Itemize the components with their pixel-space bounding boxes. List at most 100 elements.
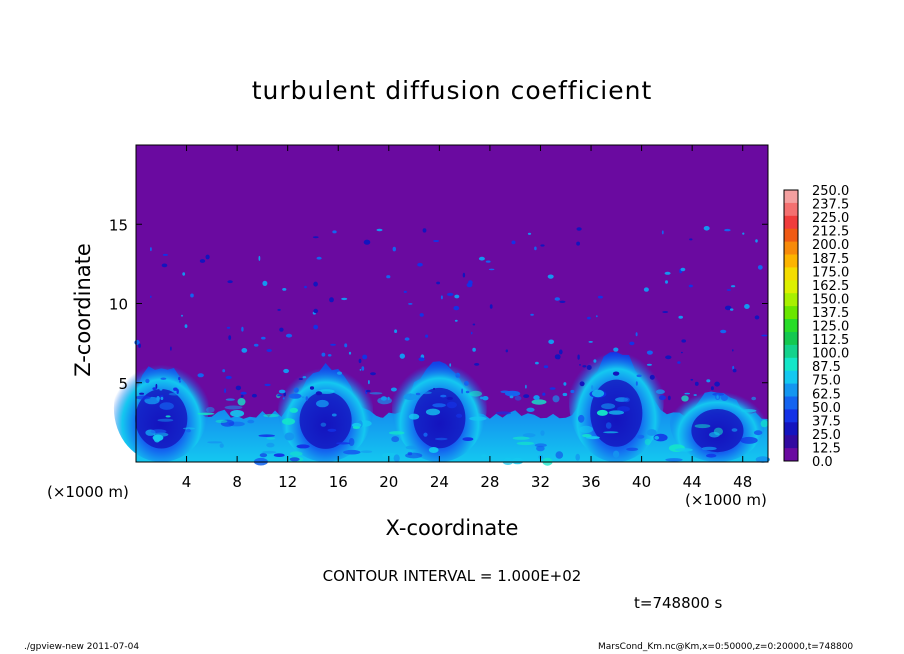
speckle: [266, 349, 272, 352]
speckle: [629, 341, 635, 346]
speckle: [399, 353, 405, 359]
turbulent-streak: [646, 429, 657, 436]
turbulent-streak: [495, 411, 512, 415]
speckle: [694, 381, 699, 386]
speckle: [419, 313, 424, 317]
turbulence-speckles: [134, 226, 768, 401]
speckle: [665, 280, 668, 284]
chart-title: turbulent diffusion coefficient: [251, 76, 653, 105]
speckle: [173, 387, 178, 391]
x-tick-label: 24: [430, 473, 449, 491]
turbulent-streak: [516, 441, 535, 446]
turbulent-streak: [230, 410, 245, 417]
turbulent-streak: [526, 407, 535, 412]
speckle: [240, 391, 247, 395]
plume-core-1: [299, 391, 352, 449]
contour-interval: CONTOUR INTERVAL = 1.000E+02: [322, 567, 582, 585]
speckle: [693, 394, 697, 396]
colorbar-label: 200.0: [812, 238, 849, 253]
turbulent-streak: [644, 438, 651, 446]
speckle: [316, 256, 322, 260]
speckle: [649, 374, 655, 380]
speckle: [262, 280, 268, 286]
speckle: [548, 339, 555, 345]
speckle: [363, 239, 371, 245]
colorbar-swatch: [784, 332, 798, 346]
speckle: [588, 341, 593, 343]
turbulent-streak: [266, 442, 275, 448]
turbulent-streak: [273, 453, 285, 458]
speckle: [282, 397, 285, 400]
speckle: [422, 228, 427, 233]
colorbar-swatch: [784, 383, 798, 397]
speckle: [470, 331, 473, 335]
speckle: [341, 297, 348, 301]
turbulent-streak: [375, 417, 385, 421]
speckle: [488, 268, 495, 271]
colorbar-frame: [783, 189, 799, 462]
colorbar-label: 87.5: [812, 360, 841, 375]
speckle: [403, 290, 407, 293]
speckle: [724, 305, 732, 311]
x-tick-label: 32: [531, 473, 550, 491]
speckle: [261, 336, 266, 340]
speckle: [577, 354, 580, 360]
turbulent-streak: [605, 422, 612, 429]
speckle: [348, 351, 352, 355]
turbulent-streak: [665, 458, 683, 462]
speckle: [156, 396, 160, 401]
speckle: [197, 373, 204, 378]
speckle: [241, 326, 244, 332]
colorbar-label: 37.5: [812, 414, 841, 429]
speckle: [662, 311, 669, 313]
footer-right: MarsCond_Km.nc@Km,x=0:50000,z=0:20000,t=…: [598, 642, 854, 652]
turbulent-streak: [405, 452, 423, 459]
speckle: [150, 247, 152, 252]
turbulent-streak: [135, 395, 151, 400]
colorbar-swatch: [784, 215, 798, 230]
turbulent-streak: [432, 403, 446, 408]
turbulent-streak: [327, 428, 337, 432]
turbulent-streak: [284, 432, 295, 441]
speckle: [587, 316, 591, 320]
colorbar-swatch: [784, 344, 798, 359]
speckle: [485, 260, 491, 263]
speckle: [593, 359, 597, 363]
speckle: [139, 392, 145, 395]
turbulent-streak: [419, 391, 432, 395]
speckle: [461, 388, 463, 394]
speckle: [562, 392, 568, 397]
speckle: [579, 381, 585, 387]
speckle: [586, 365, 592, 370]
speckle: [680, 351, 683, 354]
turbulent-streak: [408, 413, 420, 420]
speckle: [408, 303, 413, 305]
turbulent-streak: [197, 412, 215, 415]
y-tick-label: 15: [109, 216, 128, 234]
turbulent-streak: [623, 397, 630, 403]
turbulent-streak: [511, 457, 524, 465]
speckle: [582, 365, 587, 368]
turbulent-streak: [225, 398, 235, 401]
speckle: [742, 232, 745, 235]
speckle: [170, 346, 172, 351]
speckle: [591, 385, 594, 390]
turbulent-streak: [428, 447, 439, 453]
turbulent-streak: [237, 398, 246, 406]
speckle: [643, 287, 649, 292]
colorbar-swatch: [784, 422, 798, 436]
colorbar-label: 100.0: [812, 347, 849, 362]
speckle: [433, 240, 440, 242]
turbulent-streak: [320, 422, 327, 427]
turbulent-streak: [575, 453, 580, 461]
turbulent-streak: [318, 389, 335, 394]
speckle: [446, 396, 453, 400]
speckle: [440, 295, 443, 300]
x-tick-label: 40: [632, 473, 651, 491]
speckle: [178, 380, 182, 383]
colorbar-swatch: [784, 357, 798, 372]
speckle: [489, 304, 493, 309]
turbulent-streak: [343, 449, 361, 455]
speckle: [684, 392, 690, 395]
x-tick-label: 12: [278, 473, 297, 491]
